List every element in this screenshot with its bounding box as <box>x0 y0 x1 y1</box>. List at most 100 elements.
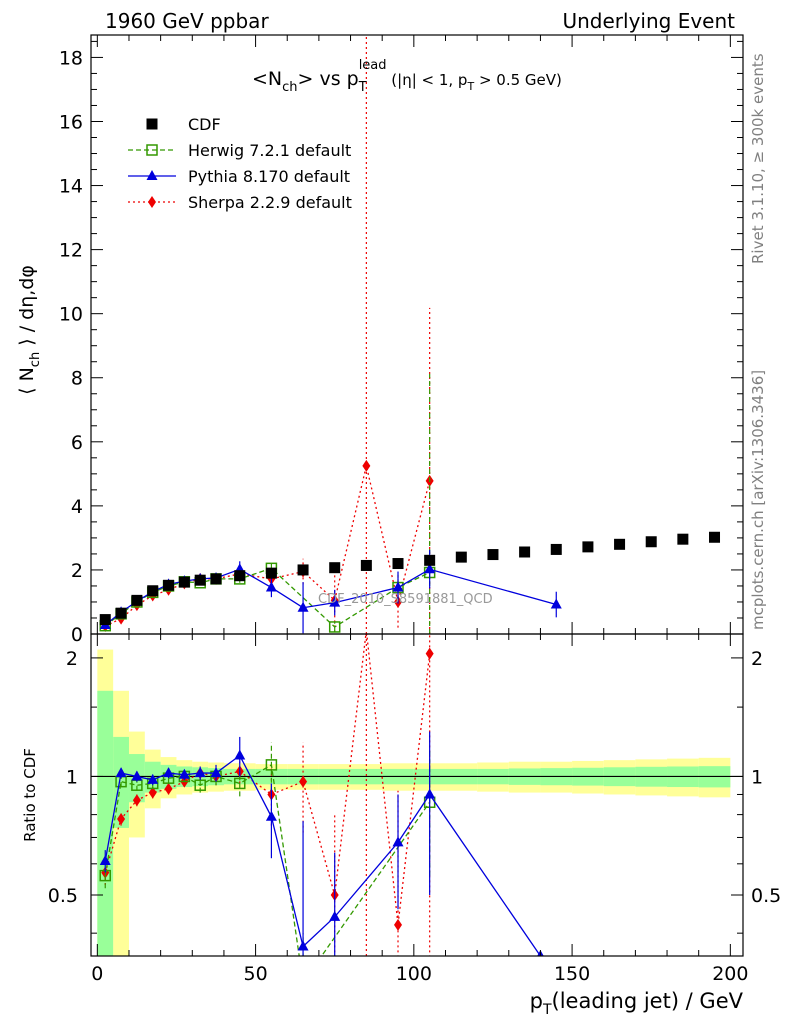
header-left: 1960 GeV ppbar <box>105 9 269 33</box>
legend-marker-sherpa <box>148 196 156 208</box>
main-cdf-point <box>234 570 246 582</box>
main-ytick-label: 6 <box>71 432 83 454</box>
x-tick-label: 50 <box>243 963 267 985</box>
main-plot: CDF_2010_S8591881_QCD 0 2 4 6 8 10 12 14 16 18 <N… <box>16 34 744 646</box>
main-ytick-label: 2 <box>71 560 83 582</box>
ratio-plot-ticks: 0.5 0.5 1 1 2 2 0 50 100 150 200 <box>48 634 781 985</box>
ratio-band-inner <box>97 690 114 956</box>
main-cdf-point <box>709 531 721 543</box>
ratio-ytick-label-right: 1 <box>751 766 763 788</box>
main-ytick-label: 8 <box>71 368 83 390</box>
main-ytick-label: 4 <box>71 496 83 518</box>
x-axis-label: pT(leading jet) / GeV <box>530 989 744 1018</box>
main-cdf-point <box>131 594 143 606</box>
header-right: Underlying Event <box>562 9 735 33</box>
x-tick-label: 200 <box>712 963 748 985</box>
ratio-pythia-point <box>115 767 127 778</box>
main-plot-ylabel: ⟨ Nch ⟩ / dη,dφ <box>16 265 43 395</box>
ratio-ytick-label-left: 0.5 <box>48 885 78 907</box>
legend-label-cdf: CDF <box>188 115 221 134</box>
ratio-sherpa-point <box>117 812 126 825</box>
ratio-herwig-point <box>194 779 206 791</box>
main-cdf-point <box>614 538 626 550</box>
main-ytick-label: 14 <box>59 176 83 198</box>
ratio-plot-data <box>91 634 743 987</box>
main-cdf-point <box>265 567 277 579</box>
main-ytick-label: 16 <box>59 111 83 133</box>
main-cdf-point <box>297 564 309 576</box>
main-cdf-point <box>99 614 111 626</box>
main-ytick-label: 12 <box>59 240 83 262</box>
main-cdf-point <box>487 549 499 561</box>
main-cdf-point <box>163 579 175 591</box>
ratio-pythia-point <box>234 749 246 760</box>
main-cdf-point <box>360 559 372 571</box>
main-cdf-point <box>550 543 562 555</box>
main-cdf-point <box>455 551 467 563</box>
main-cdf-point <box>392 558 404 570</box>
main-cdf-point <box>424 554 436 566</box>
main-cdf-point <box>178 576 190 588</box>
main-plot-title: <Nch> vs pTlead (|η| < 1, pT > 0.5 GeV) <box>252 58 562 95</box>
side-label-top: Rivet 3.1.10, ≥ 300k events <box>749 53 767 264</box>
main-pythia-point <box>297 601 309 612</box>
main-cdf-point <box>210 573 222 585</box>
main-plot-ticks: 0 2 4 6 8 10 12 14 16 18 <box>59 35 743 646</box>
main-pythia-point <box>392 581 404 592</box>
analysis-watermark: CDF_2010_S8591881_QCD <box>318 592 493 607</box>
main-cdf-point <box>519 546 531 558</box>
ratio-pythia-point <box>194 767 206 778</box>
main-sherpa-line <box>104 465 431 627</box>
ratio-plot: 0.5 0.5 1 1 2 2 0 50 100 150 200 Ratio to CDF <box>21 633 781 987</box>
ratio-sherpa-point <box>425 647 434 660</box>
legend: CDF Herwig 7.2.1 default Pythia 8.170 defa… <box>128 115 352 212</box>
legend-marker-herwig <box>146 144 158 156</box>
x-tick-label: 100 <box>396 963 432 985</box>
main-cdf-point <box>582 541 594 553</box>
ratio-plot-ylabel: Ratio to CDF <box>21 748 39 842</box>
ratio-pythia-point <box>99 854 111 865</box>
main-ytick-label: 18 <box>59 47 83 69</box>
ratio-herwig-line <box>104 763 431 956</box>
legend-marker-pythia <box>146 170 158 180</box>
main-cdf-point <box>194 574 206 586</box>
ratio-ytick-label-right: 2 <box>751 648 763 670</box>
legend-label-pythia: Pythia 8.170 default <box>188 167 350 186</box>
ratio-pythia-point <box>424 788 436 799</box>
ratio-pythia-point <box>265 810 277 821</box>
ratio-herwig-point <box>298 977 308 987</box>
main-pythia-point <box>329 596 341 607</box>
x-tick-label: 0 <box>91 963 103 985</box>
main-herwig-point <box>328 621 341 633</box>
main-sherpa-point <box>362 459 371 472</box>
ratio-sherpa-point <box>299 775 308 788</box>
ratio-pythia-point <box>163 767 175 778</box>
x-tick-label: 150 <box>554 963 590 985</box>
main-pythia-point <box>550 598 562 609</box>
side-label-bottom: mcplots.cern.ch [arXiv:1306.3436] <box>749 370 767 630</box>
ratio-sherpa-point <box>148 786 157 799</box>
main-cdf-point <box>147 585 159 597</box>
ratio-sherpa-point <box>164 782 173 795</box>
legend-label-sherpa: Sherpa 2.2.9 default <box>188 193 352 212</box>
main-plot-data <box>99 35 721 634</box>
ratio-sherpa-point <box>394 918 403 931</box>
ratio-plot-frame <box>90 633 744 957</box>
ratio-herwig-point <box>234 777 246 790</box>
main-ytick-label: 10 <box>59 304 83 326</box>
legend-label-herwig: Herwig 7.2.1 default <box>188 141 351 160</box>
ratio-ytick-label-left: 1 <box>66 766 78 788</box>
main-cdf-point <box>115 607 127 619</box>
main-cdf-point <box>329 562 341 574</box>
ratio-herwig-point <box>265 759 278 771</box>
main-pythia-point <box>265 581 277 592</box>
ratio-pythia-point <box>147 773 159 784</box>
main-pythia-point <box>424 563 436 574</box>
main-cdf-point <box>645 536 657 548</box>
ratio-sherpa-point <box>132 794 141 807</box>
legend-marker-cdf <box>146 118 158 130</box>
main-cdf-point <box>677 533 689 545</box>
ratio-pythia-point <box>329 910 341 921</box>
ratio-ytick-label-right: 0.5 <box>751 885 781 907</box>
